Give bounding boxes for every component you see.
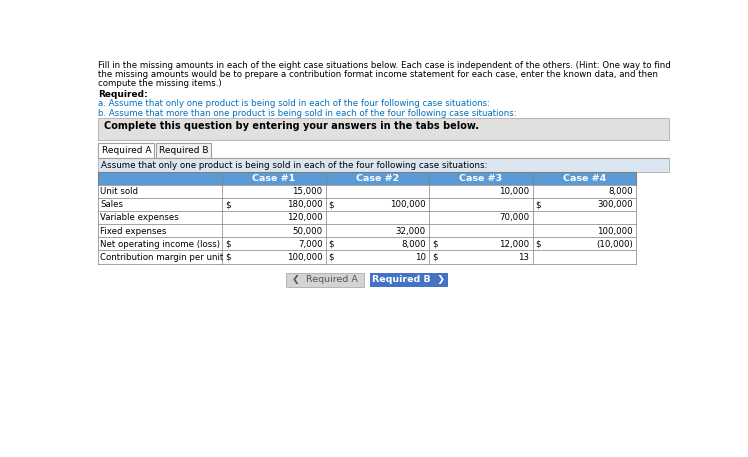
Bar [98, 172, 636, 185]
Text: 120,000: 120,000 [287, 213, 322, 223]
Text: 180,000: 180,000 [287, 200, 322, 209]
Text: 50,000: 50,000 [292, 227, 322, 235]
Bar [98, 237, 636, 250]
Text: $: $ [225, 200, 230, 209]
Bar [98, 250, 636, 264]
Text: 300,000: 300,000 [597, 200, 633, 209]
Text: Unit sold: Unit sold [100, 187, 138, 196]
Text: a. Assume that only one product is being sold in each of the four following case: a. Assume that only one product is being… [98, 100, 490, 108]
Text: 10: 10 [415, 253, 426, 262]
Text: Assume that only one product is being sold in each of the four following case si: Assume that only one product is being so… [101, 161, 488, 170]
Text: b. Assume that more than one product is being sold in each of the four following: b. Assume that more than one product is … [98, 109, 517, 118]
Text: 15,000: 15,000 [292, 187, 322, 196]
Text: Net operating income (loss): Net operating income (loss) [100, 239, 221, 249]
Bar [98, 158, 669, 172]
Text: Case #2: Case #2 [356, 174, 399, 183]
Text: Case #1: Case #1 [252, 174, 295, 183]
Text: Fixed expenses: Fixed expenses [100, 227, 167, 235]
Bar [286, 273, 364, 287]
Text: $: $ [225, 253, 230, 262]
Bar [98, 143, 154, 158]
Bar [98, 198, 636, 211]
Text: ❮  Required A: ❮ Required A [292, 275, 358, 284]
Bar [98, 118, 669, 139]
Bar [156, 143, 211, 158]
Text: Fill in the missing amounts in each of the eight case situations below. Each cas: Fill in the missing amounts in each of t… [98, 61, 671, 70]
Text: 10,000: 10,000 [500, 187, 530, 196]
Text: 8,000: 8,000 [402, 239, 426, 249]
Text: $: $ [225, 239, 230, 249]
Text: Required:: Required: [98, 90, 148, 99]
Text: $: $ [536, 200, 541, 209]
Text: 100,000: 100,000 [390, 200, 426, 209]
Bar [370, 273, 447, 287]
Text: Required A: Required A [102, 146, 152, 155]
Text: $: $ [432, 239, 438, 249]
Text: 12,000: 12,000 [500, 239, 530, 249]
Text: Complete this question by entering your answers in the tabs below.: Complete this question by entering your … [105, 121, 479, 131]
Text: Required B: Required B [159, 146, 209, 155]
Text: Case #4: Case #4 [562, 174, 606, 183]
Text: Sales: Sales [100, 200, 123, 209]
Text: $: $ [432, 253, 438, 262]
Text: 7,000: 7,000 [298, 239, 322, 249]
Text: $: $ [328, 253, 334, 262]
Text: Variable expenses: Variable expenses [100, 213, 180, 223]
Text: Case #3: Case #3 [459, 174, 503, 183]
Text: $: $ [536, 239, 541, 249]
Text: Contribution margin per unit: Contribution margin per unit [100, 253, 224, 262]
Text: 100,000: 100,000 [287, 253, 322, 262]
Bar [98, 211, 636, 224]
Text: 8,000: 8,000 [608, 187, 633, 196]
Text: 32,000: 32,000 [396, 227, 426, 235]
Text: (10,000): (10,000) [596, 239, 633, 249]
Text: Required B  ❯: Required B ❯ [373, 275, 446, 284]
Text: the missing amounts would be to prepare a contribution format income statement f: the missing amounts would be to prepare … [98, 70, 658, 79]
Text: compute the missing items.): compute the missing items.) [98, 80, 221, 89]
Bar [98, 224, 636, 237]
Text: 100,000: 100,000 [597, 227, 633, 235]
Text: 70,000: 70,000 [500, 213, 530, 223]
Bar [98, 185, 636, 198]
Text: $: $ [328, 239, 334, 249]
Text: 13: 13 [518, 253, 530, 262]
Text: $: $ [328, 200, 334, 209]
